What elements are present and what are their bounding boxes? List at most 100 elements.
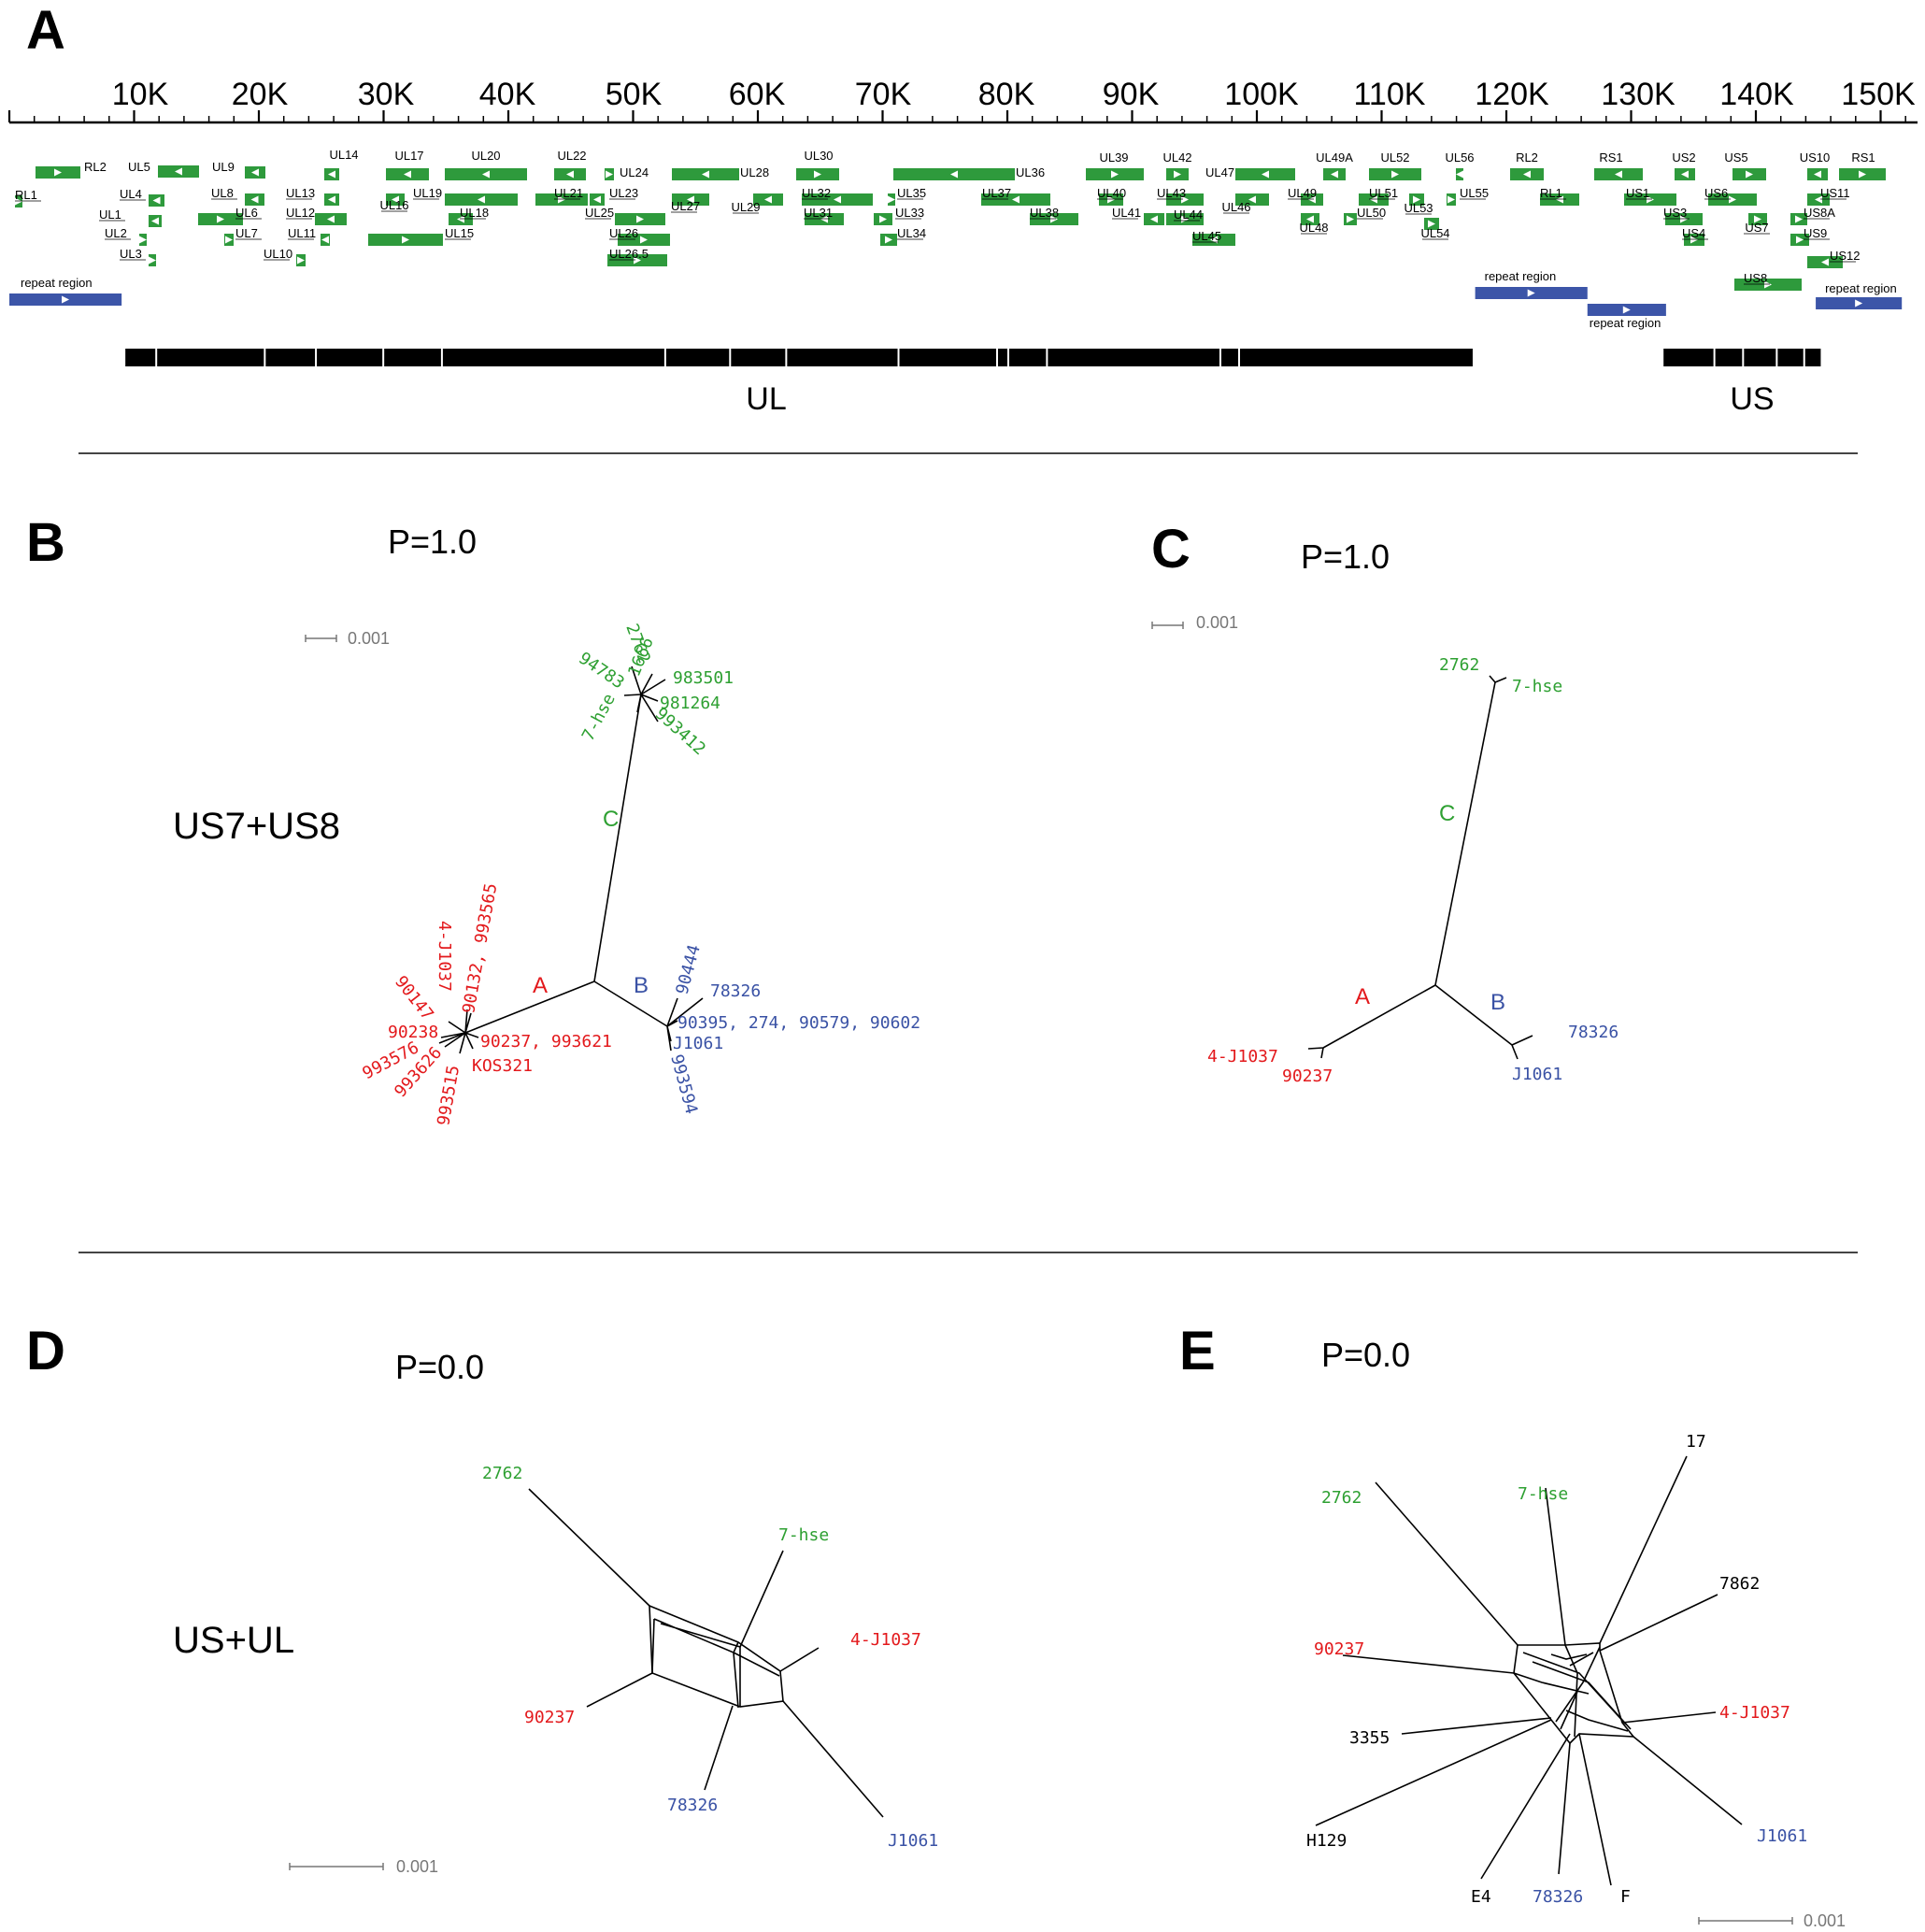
tick-label-140k: 140K [1719, 77, 1794, 112]
arrow-right-icon [1796, 236, 1804, 244]
region-label-us-ul: US+UL [173, 1620, 294, 1661]
gene-label: UL22 [557, 149, 586, 163]
panel-letter-c: C [1151, 519, 1191, 580]
segment-gap [440, 349, 443, 366]
arrow-right-icon [888, 195, 895, 204]
tree-c-tip: 78326 [1568, 1023, 1618, 1042]
arrow-right-icon [1855, 299, 1863, 308]
arrow-left-icon [764, 195, 772, 204]
arrow-right-icon [1527, 289, 1535, 297]
repeat-track: repeat region repeat region repeat region r… [9, 269, 1903, 330]
gene-ul44: UL44 [1166, 208, 1204, 225]
gene-label: UL45 [1192, 229, 1221, 243]
gene-label: RL2 [84, 160, 107, 174]
gene-ul26-5: UL26.5 [607, 247, 667, 266]
arrow-right-icon [1428, 220, 1435, 228]
scale-text-c: 0.001 [1196, 613, 1238, 632]
arrow-right-icon [149, 256, 156, 265]
panel-letter-a: A [26, 0, 65, 61]
gene-ul1: UL1 [99, 208, 162, 227]
gene-label: RS1 [1851, 150, 1875, 165]
gene-us10: US10 [1800, 150, 1830, 180]
gene-rl1: RL1 [15, 188, 41, 208]
segment-gap [1237, 349, 1240, 366]
gene-ul29: UL29 [731, 193, 783, 214]
gene-label: UL5 [128, 160, 150, 174]
arrow-right-icon [1746, 170, 1753, 179]
gene-label: UL13 [286, 186, 315, 200]
tick-label-120k: 120K [1475, 77, 1549, 112]
gene-ul32: UL32 [802, 186, 873, 206]
arrow-left-icon [1615, 170, 1622, 179]
network-e-core-ring [1513, 1642, 1635, 1745]
segment-gap [995, 349, 998, 366]
segment-gap [1046, 349, 1048, 366]
arrow-right-icon [1795, 215, 1803, 223]
panel-letter-b: B [26, 512, 65, 573]
arrow-left-icon [152, 196, 161, 205]
tree-b-tip: 90147 [391, 972, 437, 1024]
segment-gap [1742, 349, 1745, 366]
tree-c-clade-label-a: A [1355, 984, 1370, 1009]
gene-label: UL26.5 [609, 247, 649, 261]
gene-ul56: UL56 [1445, 150, 1475, 180]
tick-label-100k: 100K [1224, 77, 1299, 112]
gene-label: UL14 [329, 148, 358, 162]
arrow-right-icon [1622, 306, 1631, 314]
gene-label: UL55 [1460, 186, 1489, 200]
gene-label: UL8 [211, 186, 234, 200]
segment-gap [1219, 349, 1221, 366]
gene-label: UL2 [105, 226, 127, 240]
gene-label: UL49A [1316, 150, 1353, 165]
gene-label: UL56 [1445, 150, 1474, 165]
scale-text-e: 0.001 [1804, 1911, 1846, 1930]
tree-b-clade-label-a: A [533, 973, 548, 998]
gene-ul22: UL22 [554, 149, 587, 180]
arrow-right-icon [1174, 170, 1181, 179]
network-e-tip: 4-J1037 [1719, 1703, 1790, 1723]
arrow-left-icon [1370, 195, 1377, 204]
arrow-left-icon [1815, 195, 1822, 204]
gene-ul41: UL41 [1112, 206, 1164, 225]
gene-label: UL18 [460, 206, 489, 220]
segment-gap [785, 349, 788, 366]
network-e [1315, 1455, 1743, 1886]
tree-c-tip: 7-hse [1512, 677, 1562, 696]
gene-label: UL46 [1221, 200, 1250, 214]
arrow-left-icon [175, 167, 182, 176]
gene-label: UL6 [235, 206, 258, 220]
tree-b-tip: J1061 [673, 1034, 723, 1053]
gene-label: UL40 [1097, 186, 1126, 200]
gene-label: UL42 [1162, 150, 1191, 165]
gene-ul12: UL12 [286, 206, 347, 225]
gene-label: UL16 [379, 198, 408, 212]
gene-label: US5 [1724, 150, 1747, 165]
arrow-left-icon [1306, 215, 1314, 223]
gene-label: US7 [1745, 221, 1768, 235]
gene-label: UL36 [1016, 165, 1045, 179]
gene-ul43: UL43 [1157, 186, 1204, 206]
network-e-tip: F [1620, 1887, 1631, 1907]
gene-label: US8 [1744, 271, 1767, 285]
segment-gap [897, 349, 900, 366]
network-d-outer-ring [649, 1604, 784, 1708]
repeat-region: repeat region [1816, 281, 1903, 309]
network-e-tip: E4 [1471, 1887, 1491, 1907]
arrow-right-icon [15, 197, 22, 206]
segment-gap [1803, 349, 1805, 366]
gene-label: UL44 [1174, 208, 1203, 222]
gene-label: UL49 [1288, 186, 1317, 200]
tree-b-tip: 90395, 274, 90579, 90602 [677, 1013, 920, 1033]
panel-d: D P=0.0 US+UL 2762 7-hse 4-J1037 J1061 7… [26, 1321, 938, 1876]
arrow-left-icon [328, 195, 335, 204]
network-d-tip: 7-hse [778, 1525, 829, 1545]
arrow-left-icon [820, 215, 828, 223]
gene-ul19: UL19 [413, 186, 518, 206]
gene-ul34: UL34 [880, 226, 926, 246]
arrow-right-icon [1729, 195, 1736, 204]
gene-ul38: UL38 [1030, 206, 1078, 225]
tick-label-90k: 90K [1103, 77, 1160, 112]
gene-ul39: UL39 [1086, 150, 1144, 180]
segment-ul [125, 349, 1473, 366]
gene-us11: US11 [1807, 186, 1850, 206]
